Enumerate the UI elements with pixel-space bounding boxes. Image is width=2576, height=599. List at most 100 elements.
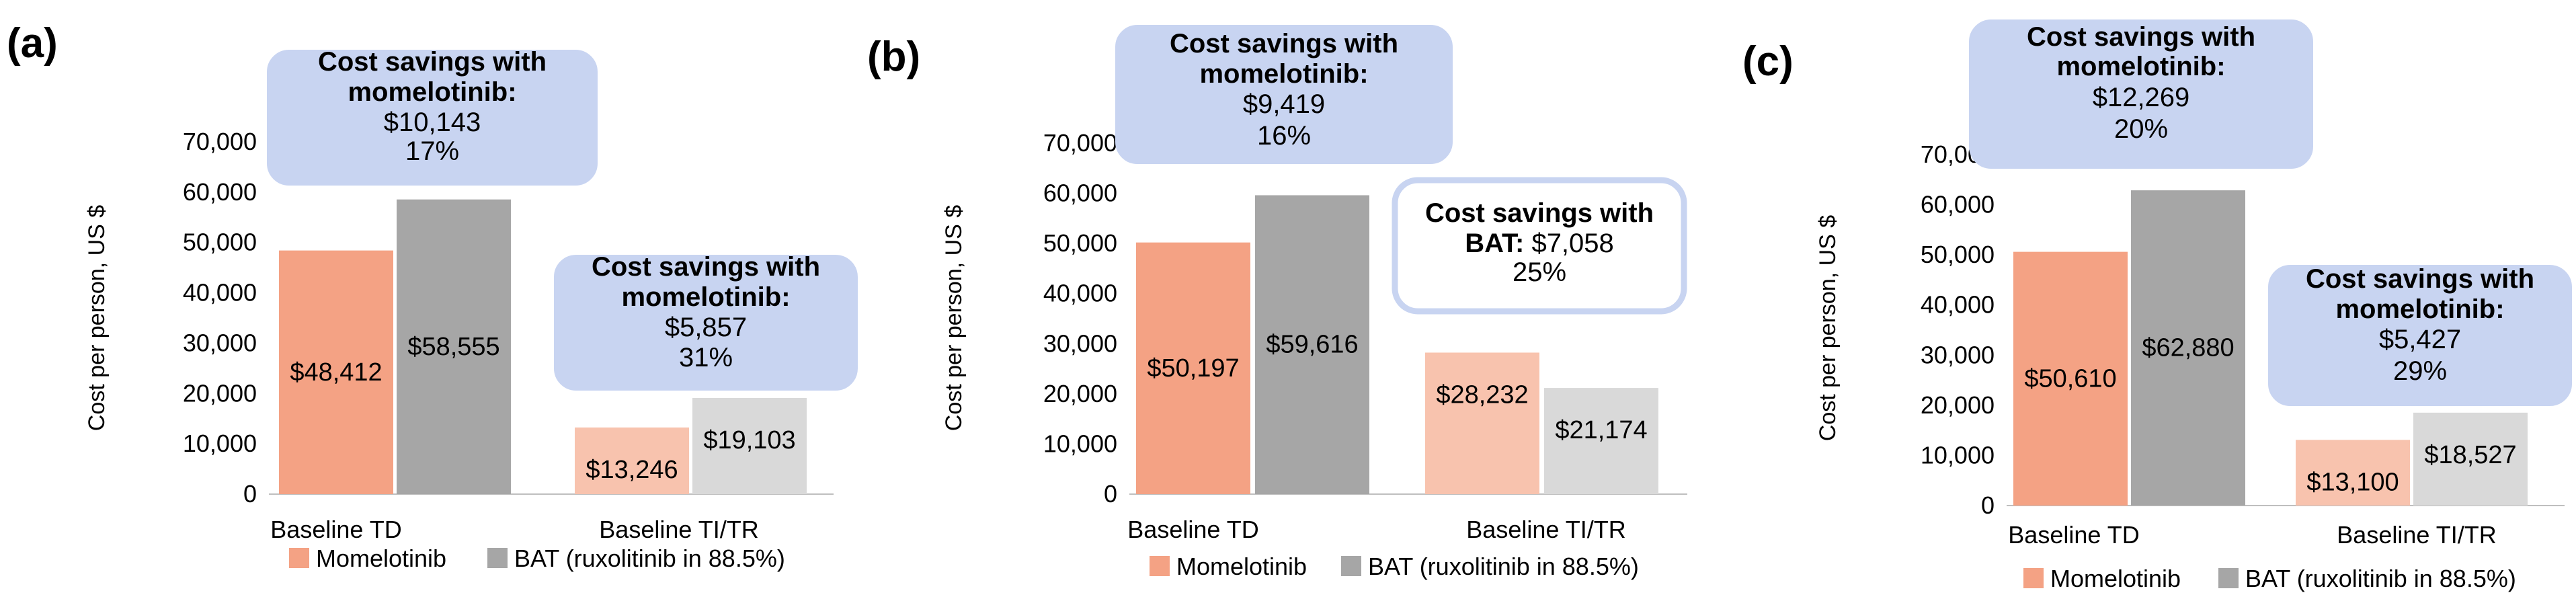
callout-value: 17% bbox=[405, 136, 459, 166]
bar-bat-td bbox=[2131, 190, 2245, 506]
legend-label-momelotinib: Momelotinib bbox=[2050, 565, 2181, 592]
legend-label-bat: BAT (ruxolitinib in 88.5%) bbox=[514, 545, 785, 572]
bar-bat-titr bbox=[2413, 412, 2528, 506]
bar-momelotinib-titr bbox=[2296, 440, 2410, 506]
y-tick-label: 50,000 bbox=[1043, 229, 1117, 257]
callout-title: Cost savings with bbox=[592, 252, 820, 282]
callout-title: momelotinib: bbox=[348, 77, 516, 107]
y-tick-label: 40,000 bbox=[1043, 280, 1117, 307]
data-label: $58,555 bbox=[407, 333, 499, 361]
legend-swatch-bat bbox=[487, 548, 508, 568]
data-label: $48,412 bbox=[290, 358, 382, 387]
callout-title: momelotinib: bbox=[2335, 294, 2504, 324]
callout-box bbox=[1115, 25, 1453, 164]
callout-title: momelotinib: bbox=[2056, 52, 2225, 81]
legend-swatch-bat bbox=[2218, 568, 2239, 588]
y-tick-label: 40,000 bbox=[183, 279, 257, 307]
callout-value: $10,143 bbox=[384, 108, 481, 137]
y-tick-label: 20,000 bbox=[1043, 380, 1117, 407]
callout-title: momelotinib: bbox=[621, 282, 790, 312]
callout-box bbox=[554, 255, 858, 391]
y-axis-title: Cost per person, US $ bbox=[1815, 215, 1841, 441]
data-label: $21,174 bbox=[1555, 416, 1647, 444]
callout-title: Cost savings with bbox=[1425, 198, 1654, 228]
bar-bat-td bbox=[397, 199, 511, 494]
bar-momelotinib-titr bbox=[1425, 352, 1539, 494]
data-label: $18,527 bbox=[2424, 441, 2516, 469]
callout-title: momelotinib: bbox=[1199, 59, 1368, 89]
legend-label-bat: BAT (ruxolitinib in 88.5%) bbox=[1368, 553, 1639, 580]
legend-swatch-momelotinib bbox=[1150, 556, 1170, 576]
data-label: $50,197 bbox=[1147, 354, 1239, 383]
chart-panel-2: (b) 0 10,000 20,000 30,000 40,000 50,000 60,000… bbox=[867, 25, 1687, 580]
callout-value: $12,269 bbox=[2093, 83, 2190, 112]
callout-value: 20% bbox=[2114, 114, 2168, 144]
x-tick-label: Baseline TD bbox=[2008, 521, 2139, 549]
data-label: $13,100 bbox=[2306, 468, 2399, 496]
x-tick-label: Baseline TI/TR bbox=[599, 516, 758, 543]
y-tick-label: 0 bbox=[1981, 491, 1995, 519]
y-tick-label: 30,000 bbox=[183, 329, 257, 356]
y-tick-label: 20,000 bbox=[183, 379, 257, 407]
chart-panel-3: (c) 0 10,000 20,000 30,000 40,000 50,000 60,000… bbox=[1742, 19, 2572, 592]
y-tick-label: 10,000 bbox=[183, 430, 257, 457]
y-tick-label: 30,000 bbox=[1921, 341, 1995, 368]
legend-label-momelotinib: Momelotinib bbox=[316, 545, 446, 572]
x-tick-label: Baseline TI/TR bbox=[2337, 521, 2496, 549]
data-label: $59,616 bbox=[1266, 331, 1358, 359]
legend-swatch-momelotinib bbox=[2023, 568, 2044, 588]
callout-title: Cost savings with bbox=[2027, 22, 2255, 52]
callout-title: Cost savings with bbox=[2306, 264, 2534, 294]
callout-value: 31% bbox=[679, 343, 733, 372]
legend-label-bat: BAT (ruxolitinib in 88.5%) bbox=[2245, 565, 2516, 592]
data-label: $62,880 bbox=[2142, 334, 2234, 362]
callout-value: $9,419 bbox=[1243, 89, 1325, 119]
y-tick-label: 10,000 bbox=[1043, 430, 1117, 457]
callout-box bbox=[267, 50, 598, 186]
x-tick-label: Baseline TD bbox=[270, 516, 401, 543]
y-axis-title: Cost per person, US $ bbox=[941, 205, 967, 431]
y-tick-label: 70,000 bbox=[1043, 129, 1117, 157]
data-label: $13,246 bbox=[586, 456, 678, 484]
legend-swatch-momelotinib bbox=[289, 548, 309, 568]
callout-box bbox=[1969, 19, 2313, 169]
y-tick-label: 0 bbox=[243, 480, 257, 508]
data-label: $19,103 bbox=[703, 426, 795, 454]
y-tick-label: 70,000 bbox=[183, 128, 257, 155]
y-tick-label: 40,000 bbox=[1921, 291, 1995, 319]
callout-value: 16% bbox=[1257, 121, 1311, 151]
callout-title: Cost savings with bbox=[1170, 29, 1398, 58]
chart-panel-1: (a) 0 10,000 20,000 30,000 40,000 50,000 60,000… bbox=[7, 20, 858, 572]
bar-momelotinib-titr bbox=[575, 427, 689, 494]
y-tick-label: 30,000 bbox=[1043, 329, 1117, 357]
bar-bat-titr bbox=[1544, 388, 1658, 494]
bar-momelotinib-td bbox=[1136, 242, 1250, 494]
panel-label: (a) bbox=[7, 20, 58, 67]
bar-momelotinib-td bbox=[2013, 251, 2128, 506]
callout-title: Cost savings with bbox=[318, 47, 547, 77]
y-tick-label: 60,000 bbox=[183, 178, 257, 206]
y-axis-title: Cost per person, US $ bbox=[84, 205, 110, 431]
callout-bold-part: BAT: bbox=[1465, 229, 1524, 258]
y-tick-label: 10,000 bbox=[1921, 441, 1995, 469]
y-tick-label: 0 bbox=[1104, 480, 1117, 508]
callout-value: $5,427 bbox=[2379, 325, 2461, 354]
y-tick-label: 20,000 bbox=[1921, 391, 1995, 419]
x-tick-label: Baseline TI/TR bbox=[1466, 516, 1625, 543]
callout-value: 29% bbox=[2393, 356, 2447, 386]
y-tick-label: 60,000 bbox=[1043, 179, 1117, 207]
callout-value-part: $7,058 bbox=[1524, 229, 1613, 258]
callout-box bbox=[2268, 265, 2572, 406]
panel-label: (b) bbox=[867, 34, 920, 80]
bar-momelotinib-td bbox=[279, 250, 393, 494]
callout-value: 25% bbox=[1513, 257, 1566, 287]
callout-box bbox=[1392, 177, 1687, 315]
data-label: $28,232 bbox=[1436, 381, 1528, 409]
legend-swatch-bat bbox=[1341, 556, 1361, 576]
